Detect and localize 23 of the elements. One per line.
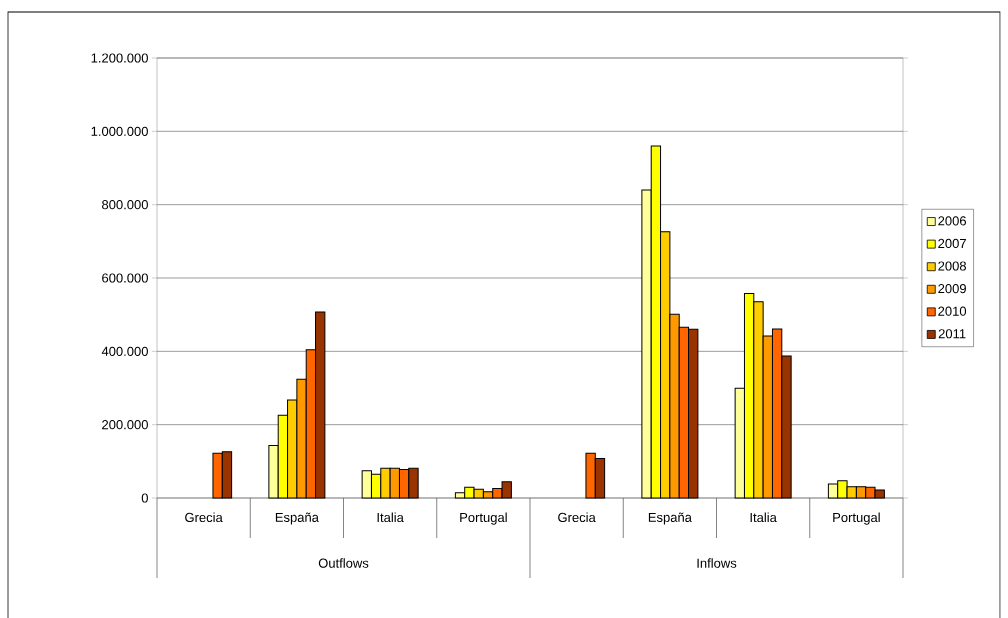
y-tick-label: 200.000: [102, 420, 148, 430]
legend-label: 2006: [938, 216, 966, 226]
x-tick-label: Italia: [377, 512, 404, 523]
legend-label: 2008: [938, 261, 966, 271]
x-tick-label: España: [275, 512, 319, 525]
y-tick-label: 1.000.000: [91, 126, 148, 136]
legend-label: 2010: [938, 306, 967, 316]
y-tick-label: 600.000: [102, 273, 148, 283]
x-tick-label: Portugal: [833, 512, 880, 525]
x-tick-label: Grecia: [558, 512, 596, 523]
y-tick-label: 1.200.000: [91, 53, 148, 63]
y-tick-label: 0: [141, 493, 148, 503]
x-tick-label: Italia: [750, 512, 777, 523]
y-tick-label: 800.000: [102, 200, 148, 210]
text: Inflows: [697, 558, 737, 568]
text: Outflows: [318, 558, 369, 568]
x-tick-label: España: [648, 512, 692, 525]
legend-label: 2011: [938, 329, 966, 339]
legend-label: 2009: [938, 283, 966, 294]
x-tick-label: Grecia: [185, 512, 223, 523]
y-tick-label: 400.000: [101, 346, 148, 356]
legend-label: 2007: [938, 238, 966, 249]
x-tick-label: Portugal: [460, 512, 507, 525]
